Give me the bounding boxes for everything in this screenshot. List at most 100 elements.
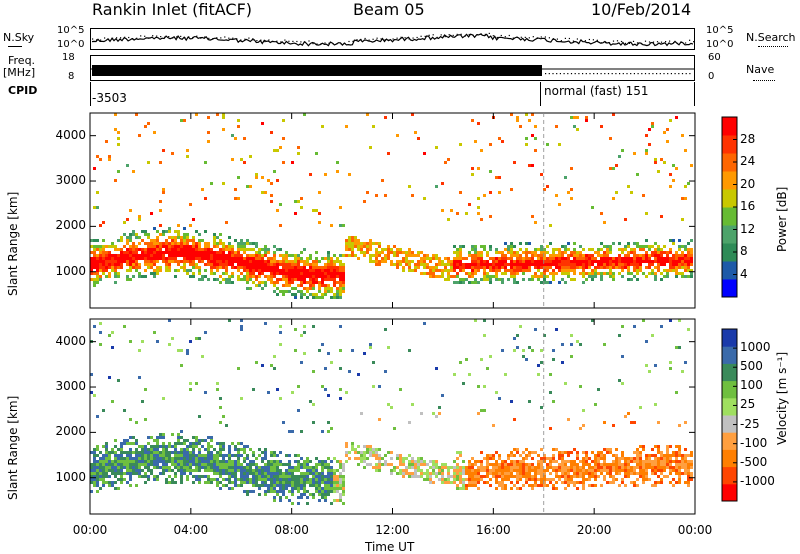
power-cell [489,269,492,272]
power-cell [240,278,243,281]
power-cell [249,266,252,269]
velocity-cell [588,484,591,487]
velocity-cell [192,436,195,439]
power-cell [96,254,99,257]
power-cell [684,185,687,188]
velocity-cell [120,475,123,478]
power-cell [675,260,678,263]
power-cell [456,272,459,275]
power-cell [129,269,132,272]
nsearch-point [308,40,310,42]
power-cell [645,275,648,278]
velocity-cell [576,340,579,343]
nsearch-point [556,38,558,40]
power-cell [408,269,411,272]
power-cell [294,254,297,257]
nsearch-point [488,32,490,34]
power-cell [447,257,450,260]
power-cell [213,260,216,263]
power-cell [486,254,489,257]
velocity-cell [96,460,99,463]
power-cell [312,266,315,269]
velocity-cell [153,448,156,451]
power-cell [159,224,162,227]
velocity-cell [678,460,681,463]
power-cell [678,263,681,266]
power-cell [117,275,120,278]
power-cell [333,254,336,257]
velocity-cell [513,475,516,478]
velocity-cell [498,484,501,487]
power-cell [570,269,573,272]
velocity-cell [654,460,657,463]
power-cell [174,242,177,245]
power-cell [243,137,246,140]
velocity-cell [132,466,135,469]
velocity-cell [684,481,687,484]
velocity-cell [690,466,693,469]
power-cell [111,269,114,272]
power-cell [630,263,633,266]
velocity-cell [609,472,612,475]
velocity-cell [654,457,657,460]
velocity-cell [96,445,99,448]
power-cell [681,275,684,278]
power-cell [213,263,216,266]
velocity-cell [174,475,177,478]
velocity-cell [192,445,195,448]
power-cell [480,266,483,269]
power-cell [192,275,195,278]
power-cell [303,293,306,296]
power-cell [474,254,477,257]
velocity-cell [126,460,129,463]
velocity-cell [174,457,177,460]
velocity-cell [630,421,633,424]
velocity-cell [330,478,333,481]
velocity-cell [570,478,573,481]
velocity-cell [279,331,282,334]
velocity-cell [189,466,192,469]
power-cell [543,251,546,254]
power-cell [399,260,402,263]
power-cell [339,284,342,287]
velocity-cell [585,472,588,475]
power-cell [606,272,609,275]
velocity-cell [243,466,246,469]
nsky-trace [91,33,694,47]
power-cell [321,257,324,260]
velocity-cell [303,487,306,490]
power-cell [540,281,543,284]
power-cell [207,260,210,263]
velocity-cell [339,481,342,484]
power-cell [561,266,564,269]
velocity-cell [339,460,342,463]
velocity-cell [684,448,687,451]
power-cell [684,260,687,263]
power-cell [636,260,639,263]
nsearch-point [628,42,631,44]
power-cell [516,254,519,257]
velocity-cell [501,484,504,487]
power-cell [315,209,318,212]
velocity-cell [615,478,618,481]
power-cell [690,260,693,263]
velocity-cell [120,454,123,457]
velocity-cell [279,478,282,481]
velocity-cell [669,463,672,466]
velocity-cell [300,478,303,481]
velocity-cell [495,487,498,490]
velocity-cell [597,469,600,472]
power-cell [390,248,393,251]
velocity-cell [90,490,93,493]
power-cell [513,260,516,263]
velocity-cell [213,478,216,481]
power-cell [570,278,573,281]
power-cell [138,215,141,218]
velocity-cell [246,472,249,475]
power-cell [501,257,504,260]
velocity-cell [327,457,330,460]
velocity-cell [144,463,147,466]
power-cell [396,263,399,266]
power-cell [222,248,225,251]
velocity-cell [564,463,567,466]
